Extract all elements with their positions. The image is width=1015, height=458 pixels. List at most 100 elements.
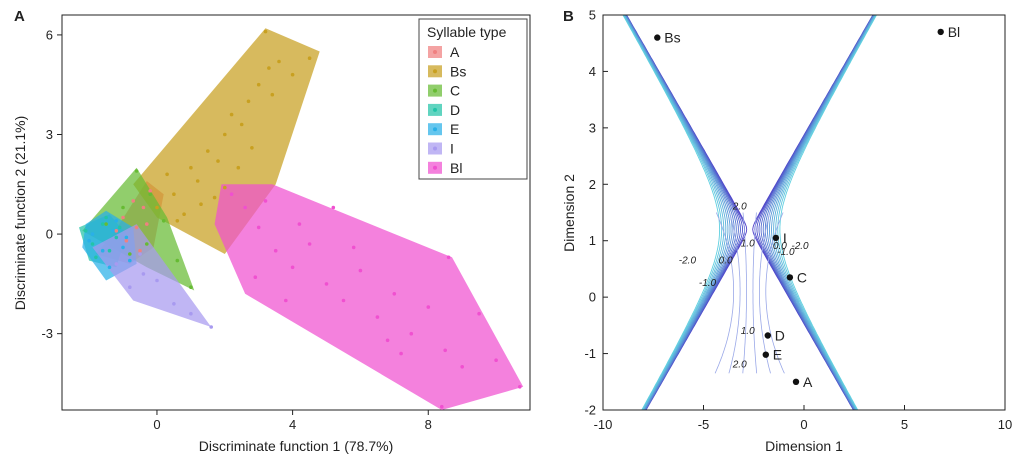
y-tick-label: 0: [46, 227, 53, 242]
x-tick-label: 10: [998, 417, 1012, 432]
point-bs: [263, 29, 268, 34]
point-bl: [341, 298, 346, 303]
legend-label-d: D: [450, 102, 460, 118]
point-e: [762, 351, 769, 358]
panel-b-plot-frame: [602, 14, 1006, 411]
point-bs: [654, 34, 661, 41]
point-bl: [256, 225, 261, 230]
point-c: [134, 169, 139, 173]
point-a: [114, 229, 119, 233]
point-label-d: D: [775, 328, 785, 344]
y-tick-label: 0: [589, 290, 596, 305]
point-bl: [375, 315, 380, 319]
point-label-bl: Bl: [948, 24, 960, 40]
panel-b-x-axis-label: Dimension 1: [765, 438, 843, 454]
legend-label-bs: Bs: [450, 63, 466, 79]
point-bs: [250, 146, 254, 150]
point-label-c: C: [797, 269, 807, 285]
legend-dot-bl: [433, 165, 437, 170]
point-d: [114, 235, 119, 240]
point-c: [175, 258, 180, 263]
point-bs: [277, 59, 281, 64]
panel-a-plot-frame: [61, 14, 531, 411]
point-label-a: A: [803, 374, 813, 390]
panel-b-x-axis-ticks: -10 -5 0 5 10: [594, 405, 1012, 432]
point-bl: [385, 338, 390, 343]
point-a: [792, 378, 800, 385]
point-bs: [216, 159, 220, 163]
contour-line: [766, 15, 875, 410]
panel-a-hulls: [79, 28, 524, 410]
legend-dot-d: [433, 107, 437, 112]
point-bl: [297, 222, 302, 226]
hull-i: [92, 224, 212, 327]
point-a: [141, 205, 146, 210]
panel-a-label: A: [14, 8, 25, 25]
point-label-bs: Bs: [664, 30, 680, 46]
y-tick-label: 1: [589, 233, 596, 248]
point-c: [128, 252, 132, 256]
point-bl: [358, 268, 363, 273]
point-bl: [273, 248, 278, 253]
point-i: [141, 272, 146, 276]
point-bl: [446, 255, 451, 260]
contour-line: [624, 15, 733, 410]
point-bs: [199, 202, 203, 206]
point-e: [90, 232, 95, 236]
point-bl: [284, 298, 288, 303]
panel-b-label: B: [563, 8, 574, 25]
contour-label: -1.0: [777, 247, 795, 258]
point-a: [145, 222, 149, 226]
hull-bs: [133, 28, 320, 254]
panel-a-x-axis-ticks: 0 4 8: [153, 410, 432, 432]
contour-label: 1.0: [741, 238, 755, 249]
point-bl: [937, 28, 944, 36]
point-i: [114, 262, 119, 266]
point-c: [121, 205, 125, 210]
point-bl: [229, 192, 234, 196]
contour-line: [622, 15, 723, 410]
legend-title: Syllable type: [427, 24, 507, 40]
y-tick-label: 5: [589, 8, 596, 23]
point-a: [121, 215, 125, 220]
legend-label-e: E: [450, 121, 459, 137]
point-i: [138, 252, 142, 256]
y-tick-label: 6: [46, 27, 53, 42]
point-bl: [253, 275, 258, 280]
point-bl: [399, 351, 403, 356]
point-i: [772, 234, 780, 242]
contour-line: [622, 15, 721, 410]
contour-labels: 2.01.0 0.0-1.0-2.0-2.0-1.00.01.02.0: [679, 202, 809, 371]
point-e: [100, 248, 105, 253]
contour-line: [773, 15, 876, 410]
panel-b-y-axis-ticks: -2 -1 0 1 2 3 4 5: [584, 8, 608, 418]
point-e: [107, 265, 112, 270]
point-bl: [440, 404, 444, 409]
point-bs: [307, 56, 312, 60]
contour-line: [625, 15, 737, 410]
y-tick-label: 3: [46, 127, 53, 142]
contour-line: [714, 212, 734, 374]
point-bs: [270, 92, 275, 97]
contour-label: 1.0: [741, 326, 755, 337]
point-c: [161, 219, 166, 223]
point-bl: [331, 205, 336, 210]
point-i: [128, 285, 132, 290]
point-bs: [256, 82, 261, 87]
point-d: [100, 222, 105, 226]
panel-a-y-axis-ticks: -3 0 3 6: [41, 27, 62, 341]
point-bs: [182, 212, 186, 216]
point-a: [134, 225, 139, 230]
point-bs: [195, 179, 200, 183]
y-tick-label: -3: [41, 326, 53, 341]
point-bl: [460, 365, 465, 369]
x-tick-label: 5: [901, 417, 908, 432]
point-c: [148, 192, 152, 196]
panel-b-y-axis-label: Dimension 2: [561, 174, 577, 252]
x-tick-label: 4: [289, 417, 296, 432]
contour-label: 0.0: [719, 255, 733, 266]
point-a: [138, 248, 142, 253]
point-c: [104, 222, 108, 226]
x-tick-label: 0: [800, 417, 807, 432]
